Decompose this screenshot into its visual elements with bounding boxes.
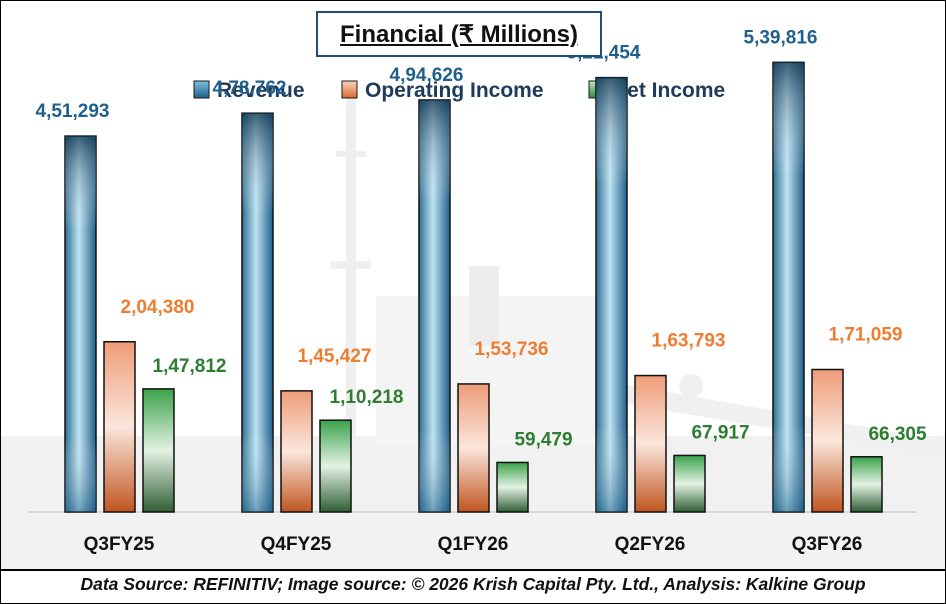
legend-swatch-revenue xyxy=(193,80,210,99)
bar-net-income-q1fy26 xyxy=(496,461,529,513)
value-label-operating-income-q3fy25: 2,04,380 xyxy=(121,297,195,318)
value-label-net-income-q4fy25: 1,10,218 xyxy=(330,387,404,408)
category-label-q1fy26: Q1FY26 xyxy=(438,534,509,555)
chart-title-box: Financial (₹ Millions) xyxy=(316,11,602,57)
bar-shade-revenue-q3fy25 xyxy=(65,136,96,512)
value-label-revenue-q3fy25: 4,51,293 xyxy=(36,101,110,122)
legend-label-revenue: Revenue xyxy=(217,79,305,102)
category-label-q3fy25: Q3FY25 xyxy=(84,534,155,555)
value-label-net-income-q3fy25: 1,47,812 xyxy=(153,356,227,377)
category-label-q4fy25: Q4FY25 xyxy=(261,534,332,555)
category-label-q3fy26: Q3FY26 xyxy=(792,534,863,555)
value-label-revenue-q4fy25: 4,78,762 xyxy=(213,78,287,99)
value-label-net-income-q2fy26: 67,917 xyxy=(691,422,749,443)
chart-canvas: Revenue Operating Income Net Income 4,51… xyxy=(1,27,945,569)
bar-net-income-q3fy26 xyxy=(850,456,883,513)
bar-net-income-q3fy25 xyxy=(142,388,175,513)
value-labels-group: 4,51,293 2,04,380 1,47,812 4,78,762 1,45,427… xyxy=(36,27,927,450)
value-label-revenue-q1fy26: 4,94,626 xyxy=(390,65,464,86)
source-footer: Data Source: REFINITIV; Image source: © … xyxy=(80,574,866,594)
value-label-revenue-q3fy26: 5,39,816 xyxy=(744,27,818,48)
value-label-operating-income-q2fy26: 1,63,793 xyxy=(652,331,726,352)
bar-net-income-q2fy26 xyxy=(673,454,706,513)
bar-operating-income-q3fy25 xyxy=(103,341,136,513)
bar-operating-income-q4fy25 xyxy=(280,390,313,513)
bar-operating-income-q1fy26 xyxy=(457,383,490,513)
value-label-net-income-q1fy26: 59,479 xyxy=(514,429,572,450)
legend-label-net-income: Net Income xyxy=(612,79,725,102)
bar-shade-revenue-q1fy26 xyxy=(419,99,450,513)
bar-net-income-q4fy25 xyxy=(319,419,352,513)
legend-label-operating-income: Operating Income xyxy=(365,79,544,102)
value-label-net-income-q3fy26: 66,305 xyxy=(868,424,927,445)
value-label-operating-income-q3fy26: 1,71,059 xyxy=(829,325,903,346)
footer-divider xyxy=(1,569,945,571)
bar-shade-revenue-q4fy25 xyxy=(242,113,273,512)
bar-shade-revenue-q3fy26 xyxy=(773,62,804,512)
bar-operating-income-q3fy26 xyxy=(811,368,844,513)
bar-operating-income-q2fy26 xyxy=(634,374,667,513)
bar-shade-revenue-q2fy26 xyxy=(596,77,627,512)
category-labels-group: Q3FY25 Q4FY25 Q1FY26 Q2FY26 Q3FY26 xyxy=(84,534,863,555)
value-label-operating-income-q4fy25: 1,45,427 xyxy=(298,346,372,367)
legend-swatch-operating-income xyxy=(341,80,358,99)
bars-group xyxy=(64,61,883,513)
chart-title: Financial (₹ Millions) xyxy=(340,20,578,48)
value-label-operating-income-q1fy26: 1,53,736 xyxy=(475,339,549,360)
category-label-q2fy26: Q2FY26 xyxy=(615,534,686,555)
